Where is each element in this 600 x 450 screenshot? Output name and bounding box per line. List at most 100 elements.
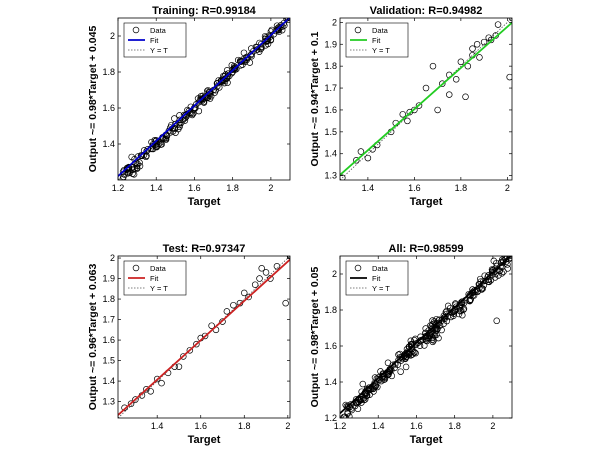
x-axis-label: Target bbox=[188, 196, 221, 208]
data-point bbox=[469, 288, 477, 296]
data-point bbox=[257, 40, 265, 48]
legend-label: Fit bbox=[372, 274, 381, 283]
data-point bbox=[275, 28, 283, 36]
y-tick-label: 1.3 bbox=[102, 397, 115, 407]
data-point bbox=[223, 308, 231, 315]
data-point bbox=[147, 388, 154, 395]
data-point bbox=[136, 162, 144, 170]
data-point bbox=[200, 99, 208, 106]
x-tick-label: 1.8 bbox=[238, 421, 251, 431]
data-point bbox=[217, 77, 225, 85]
data-point bbox=[415, 102, 423, 109]
plot-content bbox=[118, 256, 290, 418]
legend-label: Data bbox=[150, 26, 167, 35]
axes-box bbox=[339, 17, 513, 181]
data-point bbox=[143, 147, 150, 155]
data-point bbox=[462, 93, 469, 101]
data-point bbox=[228, 62, 236, 69]
y-tick-label: 1.7 bbox=[324, 83, 337, 93]
data-point bbox=[342, 415, 350, 418]
data-point bbox=[384, 371, 392, 379]
data-point bbox=[495, 272, 502, 279]
data-point bbox=[430, 337, 437, 344]
data-point bbox=[224, 70, 232, 77]
y-tick-label: 1.8 bbox=[102, 67, 115, 77]
chart-title: Validation: R=0.94982 bbox=[370, 5, 483, 17]
y-tick-label: 1.9 bbox=[102, 274, 115, 284]
x-axis-label: Target bbox=[188, 434, 221, 446]
x-tick-label: 1.4 bbox=[372, 421, 385, 431]
data-point bbox=[407, 337, 415, 344]
data-point bbox=[258, 265, 265, 272]
data-point bbox=[411, 349, 418, 356]
data-point bbox=[429, 62, 437, 70]
data-point bbox=[176, 116, 184, 124]
data-point bbox=[186, 347, 194, 354]
data-point bbox=[506, 73, 512, 81]
data-point bbox=[452, 76, 460, 83]
data-point bbox=[467, 296, 474, 304]
data-point bbox=[434, 106, 441, 114]
data-point bbox=[245, 293, 252, 301]
y-tick-label: 2 bbox=[332, 269, 337, 279]
data-point bbox=[243, 53, 250, 61]
y-tick-label: 1.4 bbox=[102, 139, 115, 149]
data-point bbox=[399, 111, 407, 118]
data-point bbox=[230, 301, 237, 309]
x-tick-label: 2 bbox=[490, 421, 495, 431]
y-tick-label: 1.6 bbox=[102, 103, 115, 113]
x-tick-label: 1.6 bbox=[410, 421, 423, 431]
legend-label: Data bbox=[372, 264, 389, 273]
y-axis-label: Output ~= 0.96*Target + 0.063 bbox=[87, 264, 99, 411]
data-point bbox=[422, 84, 430, 92]
y-tick-label: 1.4 bbox=[102, 376, 115, 386]
y-tick-label: 1.6 bbox=[102, 335, 115, 345]
data-point bbox=[282, 299, 289, 307]
legend-data-marker bbox=[132, 264, 140, 272]
y-tick-label: 1.4 bbox=[324, 149, 337, 159]
data-point bbox=[456, 304, 464, 312]
data-point bbox=[153, 375, 161, 383]
axes-box bbox=[117, 17, 291, 181]
data-point bbox=[152, 137, 160, 144]
data-point bbox=[457, 307, 464, 315]
data-point bbox=[422, 335, 430, 343]
plot-content bbox=[340, 18, 512, 180]
data-point bbox=[133, 162, 141, 169]
plot-content bbox=[118, 18, 290, 180]
y-tick-label: 1.8 bbox=[102, 294, 115, 304]
data-point bbox=[444, 302, 452, 310]
data-point bbox=[504, 265, 512, 272]
data-point bbox=[490, 257, 498, 265]
y-tick-label: 1.4 bbox=[324, 377, 337, 387]
data-point bbox=[480, 38, 488, 46]
y-tick-label: 1.2 bbox=[324, 413, 337, 423]
data-point bbox=[127, 400, 135, 407]
x-tick-label: 1.8 bbox=[448, 421, 461, 431]
data-point bbox=[411, 106, 418, 114]
data-point bbox=[248, 50, 256, 58]
legend-data-marker bbox=[354, 264, 362, 272]
data-point bbox=[487, 277, 495, 284]
data-point bbox=[345, 402, 352, 409]
legend-label: Y = T bbox=[150, 284, 168, 293]
legend-label: Data bbox=[372, 26, 389, 35]
chart-panel-3: 1.4 1.6 1.8 2 1.3 1.4 1.5 1.6 1.7 1.8 1.9 2 Test: R=… bbox=[87, 243, 291, 446]
data-point bbox=[129, 170, 136, 177]
data-point bbox=[219, 318, 226, 325]
data-point bbox=[353, 157, 360, 164]
data-point bbox=[346, 413, 353, 418]
data-point bbox=[473, 41, 481, 48]
axes-box bbox=[339, 255, 513, 419]
x-tick-label: 1.6 bbox=[188, 183, 201, 193]
data-point bbox=[229, 66, 236, 74]
plot-content bbox=[340, 256, 512, 418]
x-axis-label: Target bbox=[410, 196, 443, 208]
data-point bbox=[218, 76, 225, 84]
y-tick-label: 1.5 bbox=[102, 356, 115, 366]
data-point bbox=[219, 75, 227, 83]
fit-line bbox=[118, 18, 290, 177]
data-point bbox=[175, 363, 183, 370]
